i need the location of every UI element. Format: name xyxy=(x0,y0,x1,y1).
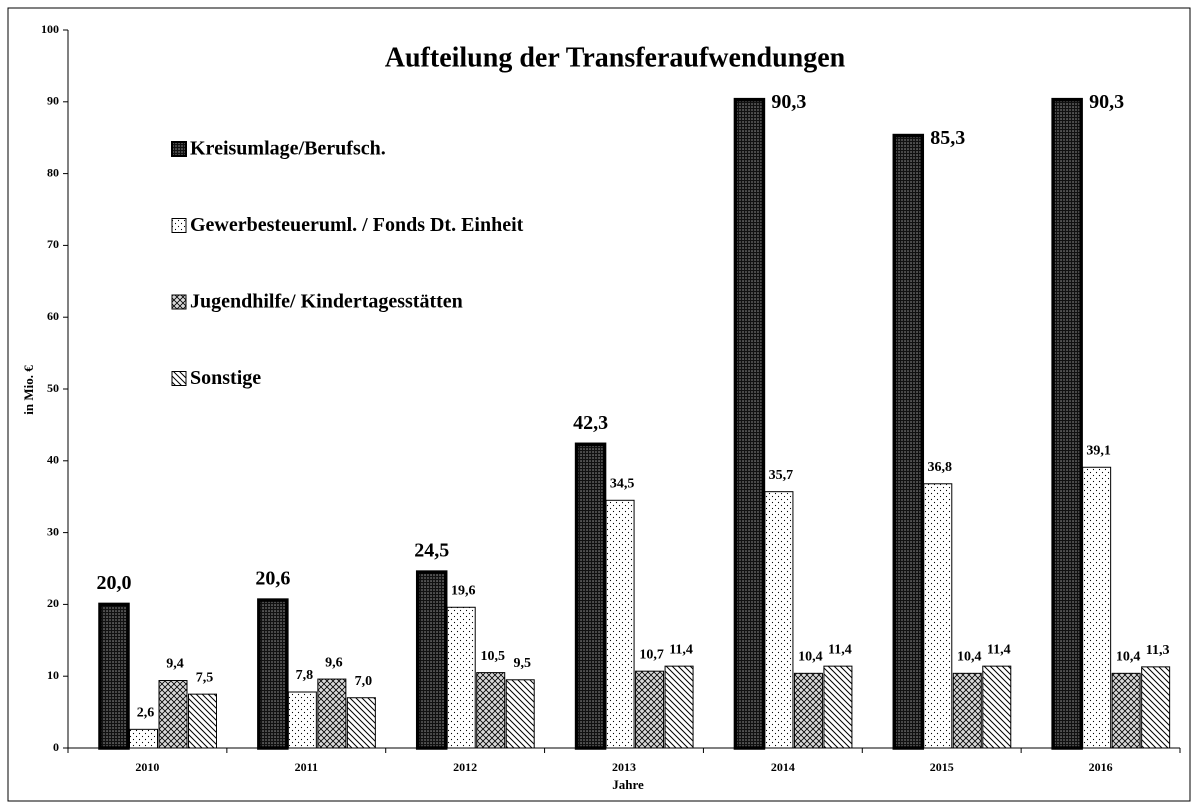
chart-title: Aufteilung der Transferaufwendungen xyxy=(385,42,846,73)
value-label: 19,6 xyxy=(451,583,476,598)
bar xyxy=(257,598,289,750)
chart-frame xyxy=(7,7,1191,802)
x-tick-label: 2015 xyxy=(930,760,954,774)
value-label: 7,8 xyxy=(296,668,314,683)
bar xyxy=(98,602,130,750)
legend-swatch xyxy=(171,218,187,233)
value-label: 11,3 xyxy=(1146,643,1170,658)
value-label: 9,6 xyxy=(325,655,343,670)
bar xyxy=(346,697,376,749)
bar xyxy=(1051,97,1083,750)
x-tick-label: 2011 xyxy=(295,760,318,774)
y-tick-label: 80 xyxy=(47,165,59,179)
value-label: 35,7 xyxy=(769,468,794,483)
value-label: 11,4 xyxy=(828,642,852,657)
value-label: 9,4 xyxy=(166,657,184,672)
value-label: 9,5 xyxy=(513,656,531,671)
y-tick-label: 20 xyxy=(47,596,59,610)
legend-label: Gewerbesteueruml. / Fonds Dt. Einheit xyxy=(190,214,524,236)
y-tick-label: 100 xyxy=(41,22,59,36)
legend-label: Sonstige xyxy=(190,367,261,389)
y-tick-label: 10 xyxy=(47,668,59,682)
x-tick-label: 2010 xyxy=(135,760,159,774)
y-tick-label: 90 xyxy=(47,94,59,108)
value-label: 10,4 xyxy=(798,650,823,665)
value-label: 90,3 xyxy=(1089,91,1124,113)
value-label: 20,6 xyxy=(255,568,290,590)
y-tick-label: 50 xyxy=(47,381,59,395)
bar xyxy=(129,728,158,749)
x-tick-label: 2013 xyxy=(612,760,636,774)
bar xyxy=(793,672,823,749)
value-label: 39,1 xyxy=(1086,443,1111,458)
legend-label: Jugendhilfe/ Kindertagesstätten xyxy=(190,291,463,313)
bar xyxy=(892,133,925,750)
value-label: 90,3 xyxy=(771,91,806,113)
x-axis-label: Jahre xyxy=(612,777,644,792)
bar xyxy=(605,499,635,749)
bar xyxy=(1141,666,1171,749)
value-label: 10,7 xyxy=(639,647,664,662)
bar xyxy=(733,97,766,750)
x-tick-label: 2014 xyxy=(771,760,795,774)
bar xyxy=(317,678,347,749)
y-tick-label: 60 xyxy=(47,309,59,323)
value-label: 36,8 xyxy=(928,460,953,475)
value-label: 20,0 xyxy=(97,572,132,594)
value-label: 10,4 xyxy=(1116,650,1141,665)
bar xyxy=(1082,466,1112,749)
value-label: 2,6 xyxy=(137,706,155,721)
value-label: 11,4 xyxy=(987,642,1011,657)
legend-label: Kreisumlage/Berufsch. xyxy=(190,138,386,160)
bar xyxy=(287,691,317,749)
bar xyxy=(188,693,217,749)
x-tick-label: 2012 xyxy=(453,760,477,774)
bar xyxy=(764,491,794,749)
bar xyxy=(635,670,665,749)
value-label: 7,0 xyxy=(355,674,373,689)
bar xyxy=(158,680,188,749)
bar xyxy=(923,483,953,749)
value-label: 85,3 xyxy=(930,127,965,149)
value-label: 24,5 xyxy=(414,540,449,562)
bar xyxy=(823,665,853,749)
value-label: 10,4 xyxy=(957,650,982,665)
bar xyxy=(446,606,476,749)
value-label: 7,5 xyxy=(196,670,214,685)
y-tick-label: 70 xyxy=(47,237,59,251)
bar xyxy=(664,665,694,749)
value-label: 11,4 xyxy=(669,642,693,657)
y-tick-label: 40 xyxy=(47,453,59,467)
x-tick-label: 2016 xyxy=(1089,760,1113,774)
legend-swatch xyxy=(171,141,187,157)
legend-swatch xyxy=(171,371,187,386)
y-axis-label: in Mio. € xyxy=(21,365,36,415)
value-label: 42,3 xyxy=(573,412,608,434)
y-tick-label: 0 xyxy=(53,740,59,754)
bar xyxy=(982,665,1012,749)
legend-swatch xyxy=(171,294,187,310)
value-label: 34,5 xyxy=(610,477,635,492)
value-label: 10,5 xyxy=(480,649,505,664)
bar xyxy=(505,679,535,749)
bar xyxy=(476,672,506,749)
y-tick-label: 30 xyxy=(47,524,59,538)
bar xyxy=(1111,672,1141,749)
bar xyxy=(952,672,982,749)
bar xyxy=(415,570,448,750)
bar xyxy=(574,442,607,750)
